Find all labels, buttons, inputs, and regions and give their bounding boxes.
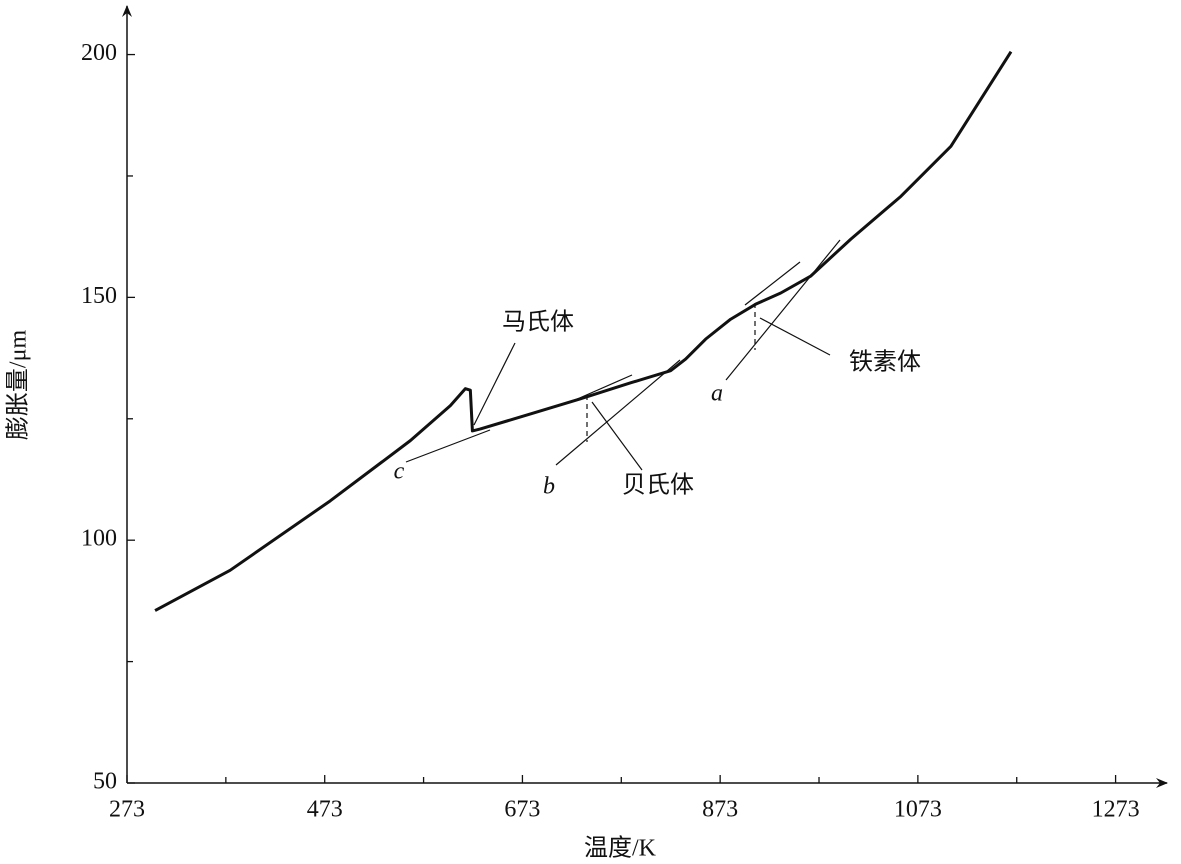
- annotation: c: [394, 459, 405, 485]
- data-line: [154, 50, 1013, 612]
- annotation: 铁素体: [849, 349, 921, 376]
- x-tick-label: 873: [702, 797, 738, 823]
- x-tick-label: 1273: [1092, 797, 1140, 823]
- leader-line: [759, 317, 831, 356]
- annotation: 贝氏体: [622, 472, 694, 499]
- x-tick-label: 673: [504, 797, 540, 823]
- leader-line: [591, 401, 643, 471]
- y-tick-label: 50: [93, 769, 117, 795]
- tangent-line: [555, 359, 681, 466]
- annotation: b: [543, 474, 555, 500]
- annotation: 马氏体: [502, 309, 574, 336]
- tangent-line: [744, 261, 801, 306]
- tangent-line: [725, 239, 841, 381]
- tangent-line: [405, 429, 491, 463]
- x-tick-label: 1073: [894, 797, 942, 823]
- y-axis-label: 膨胀量/μm: [5, 330, 32, 441]
- leader-line: [473, 342, 516, 426]
- x-tick-label: 473: [307, 797, 343, 823]
- x-tick-label: 273: [109, 797, 145, 823]
- tangent-line: [574, 374, 633, 401]
- y-tick-label: 100: [81, 526, 117, 552]
- y-tick-label: 150: [81, 283, 117, 309]
- annotation: a: [711, 381, 723, 407]
- y-tick-label: 200: [81, 40, 117, 66]
- x-axis-label: 温度/K: [584, 835, 657, 862]
